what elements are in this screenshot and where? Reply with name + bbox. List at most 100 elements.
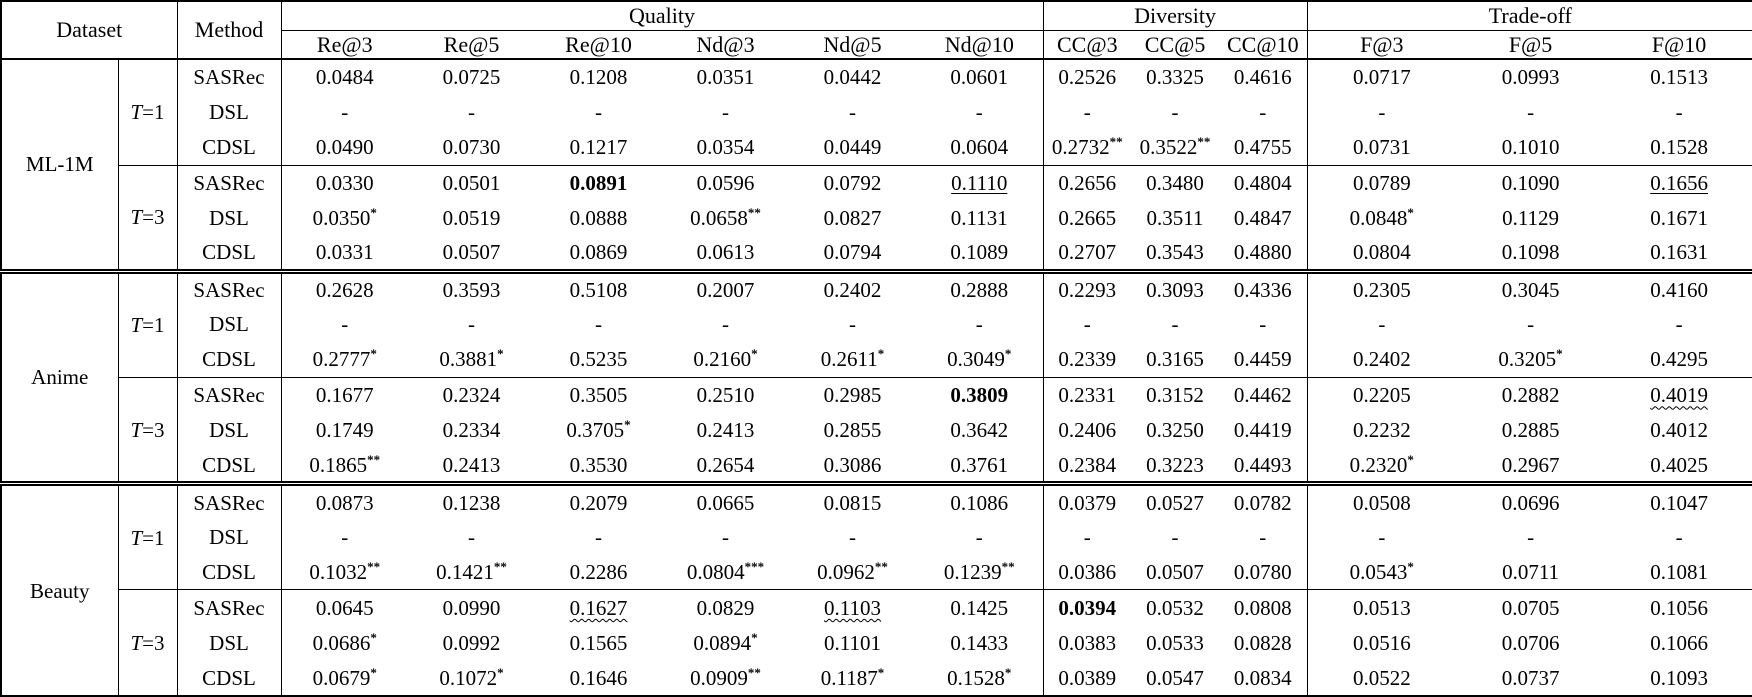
value-cell: 0.0705 xyxy=(1456,589,1606,626)
value-cell: 0.3705* xyxy=(566,417,631,443)
value-cell: 0.1093 xyxy=(1650,665,1708,690)
dataset-section-ml-1m: ML-1M T=1 SASRec 0.0484 0.0725 0.1208 0.0351 0.… xyxy=(1,59,1752,272)
value-cell: 0.0792 xyxy=(789,164,916,201)
value-cell: 0.1749 xyxy=(315,418,374,443)
value-cell: 0.2967 xyxy=(1501,452,1560,477)
value-cell: 0.1072* xyxy=(439,664,504,690)
value-cell: 0.3530 xyxy=(569,452,628,477)
table-row: DSL 0.0686* 0.0992 0.1565 0.0894* 0.1101 0.143… xyxy=(1,625,1752,661)
value-cell: 0.2324 xyxy=(408,376,535,413)
value-cell: 0.2888 xyxy=(916,268,1044,307)
value-cell: 0.4755 xyxy=(1219,129,1308,166)
value-cell: - xyxy=(849,100,856,125)
method-label: DSL xyxy=(177,306,282,343)
value-cell: 0.1081 xyxy=(1650,559,1708,584)
table-row: T=3 SASRec 0.1677 0.2324 0.3505 0.2510 0.2985 0… xyxy=(1,376,1752,484)
value-cell: 0.1433 xyxy=(916,625,1044,661)
table-row: CDSL 0.1032** 0.1421** 0.2286 0.0804*** 0.096… xyxy=(1,554,1752,590)
value-cell: 0.1865** xyxy=(309,451,381,477)
value-cell: 0.2160* xyxy=(693,346,758,372)
col-header-f-3: F@3 xyxy=(1307,30,1457,60)
table-row: DSL 0.0350* 0.0519 0.0888 0.0658** 0.0827 0.11… xyxy=(1,200,1752,236)
value-cell: 0.0665 xyxy=(662,481,789,520)
value-cell: 0.2628 xyxy=(281,268,408,307)
method-label: CDSL xyxy=(177,554,282,590)
value-cell: - xyxy=(1171,312,1179,337)
value-cell: 0.2339 xyxy=(1058,347,1117,372)
value-cell: - xyxy=(595,312,602,337)
value-cell: 0.1032** xyxy=(309,558,381,584)
value-cell: 0.1671 xyxy=(1650,206,1708,231)
value-cell: - xyxy=(1675,312,1683,337)
value-cell: 0.2654 xyxy=(696,452,755,477)
value-cell: - xyxy=(849,524,856,549)
value-cell: - xyxy=(1083,524,1091,549)
value-cell: 0.1010 xyxy=(1501,135,1560,160)
value-cell: 0.3152 xyxy=(1131,376,1220,413)
value-cell: - xyxy=(468,100,475,125)
value-cell: - xyxy=(1219,519,1308,555)
value-cell: 0.2286 xyxy=(569,559,628,584)
value-cell: 0.0789 xyxy=(1307,164,1457,201)
method-label: SASRec xyxy=(177,481,282,520)
value-cell: 0.4493 xyxy=(1219,448,1308,484)
value-cell: 0.1208 xyxy=(569,65,628,90)
value-cell: 0.2205 xyxy=(1307,376,1457,413)
table-row: T=3 SASRec 0.0330 0.0501 0.0891 0.0596 0.0792 0… xyxy=(1,164,1752,272)
value-cell: - xyxy=(1527,312,1535,337)
method-label: CDSL xyxy=(177,342,282,378)
method-label: SASRec xyxy=(177,164,282,201)
value-cell: - xyxy=(1675,524,1683,549)
value-cell: 0.1056 xyxy=(1605,589,1752,626)
value-cell: 0.4616 xyxy=(1219,59,1308,95)
value-cell: - xyxy=(916,94,1044,130)
table-row: DSL - - - - - - - - - - - - xyxy=(1,94,1752,130)
table-row: CDSL 0.0490 0.0730 0.1217 0.0354 0.0449 0.0604… xyxy=(1,129,1752,166)
table-row: Beauty T=1 SASRec 0.0873 0.1238 0.2079 0.0665 0… xyxy=(1,481,1752,696)
table-row: DSL 0.1749 0.2334 0.3705* 0.2413 0.2855 0.3642… xyxy=(1,412,1752,449)
value-cell: 0.3093 xyxy=(1131,268,1220,307)
value-cell: 0.0513 xyxy=(1307,589,1457,626)
value-cell: 0.0992 xyxy=(442,630,501,655)
t-label: T=3 xyxy=(118,164,178,272)
value-cell: 0.0737 xyxy=(1501,665,1560,690)
method-label: CDSL xyxy=(177,448,282,484)
col-header-cc-10: CC@10 xyxy=(1219,30,1308,60)
dataset-section-anime: Anime T=1 SASRec 0.2628 0.3593 0.5108 0.2007 0.… xyxy=(1,268,1752,484)
value-cell: 0.0827 xyxy=(823,206,882,231)
value-cell: 0.3809 xyxy=(916,376,1044,413)
value-cell: 0.0645 xyxy=(281,589,408,626)
col-header-cc-5: CC@5 xyxy=(1131,30,1220,60)
value-cell: 0.1528* xyxy=(916,660,1044,696)
value-cell: 0.0547 xyxy=(1146,665,1204,690)
value-cell: 0.2985 xyxy=(789,376,916,413)
value-cell: 0.2232 xyxy=(1352,418,1411,443)
value-cell: 0.3049* xyxy=(916,342,1044,378)
value-cell: - xyxy=(722,312,729,337)
value-cell: - xyxy=(722,100,729,125)
value-cell: 0.0731 xyxy=(1352,135,1411,160)
value-cell: 0.0383 xyxy=(1058,630,1117,655)
value-cell: 0.0350* xyxy=(312,205,377,231)
value-cell: 0.4336 xyxy=(1219,268,1308,307)
value-cell: 0.3881* xyxy=(439,346,504,372)
value-cell: 0.0804*** xyxy=(686,558,765,584)
value-cell: 0.1513 xyxy=(1650,65,1708,90)
table-row: CDSL 0.1865** 0.2413 0.3530 0.2654 0.3086 0.37… xyxy=(1,448,1752,484)
value-cell: 0.0527 xyxy=(1131,481,1220,520)
value-cell: 0.2665 xyxy=(1058,206,1117,231)
value-cell: 0.3165 xyxy=(1146,347,1204,372)
value-cell: 0.5235 xyxy=(569,347,628,372)
table-row: DSL - - - - - - - - - - - - xyxy=(1,519,1752,555)
value-cell: 0.0596 xyxy=(662,164,789,201)
value-cell: 0.2305 xyxy=(1307,268,1457,307)
value-cell: 0.0442 xyxy=(823,65,882,90)
value-cell: 0.2611* xyxy=(820,346,885,372)
col-header-cc-3: CC@3 xyxy=(1043,30,1132,60)
col-group-quality: Quality xyxy=(281,1,1044,31)
value-cell: 0.3223 xyxy=(1146,452,1204,477)
value-cell: - xyxy=(1527,100,1535,125)
value-cell: 0.1646 xyxy=(569,665,628,690)
value-cell: 0.0354 xyxy=(696,135,755,160)
value-cell: 0.1047 xyxy=(1605,481,1752,520)
